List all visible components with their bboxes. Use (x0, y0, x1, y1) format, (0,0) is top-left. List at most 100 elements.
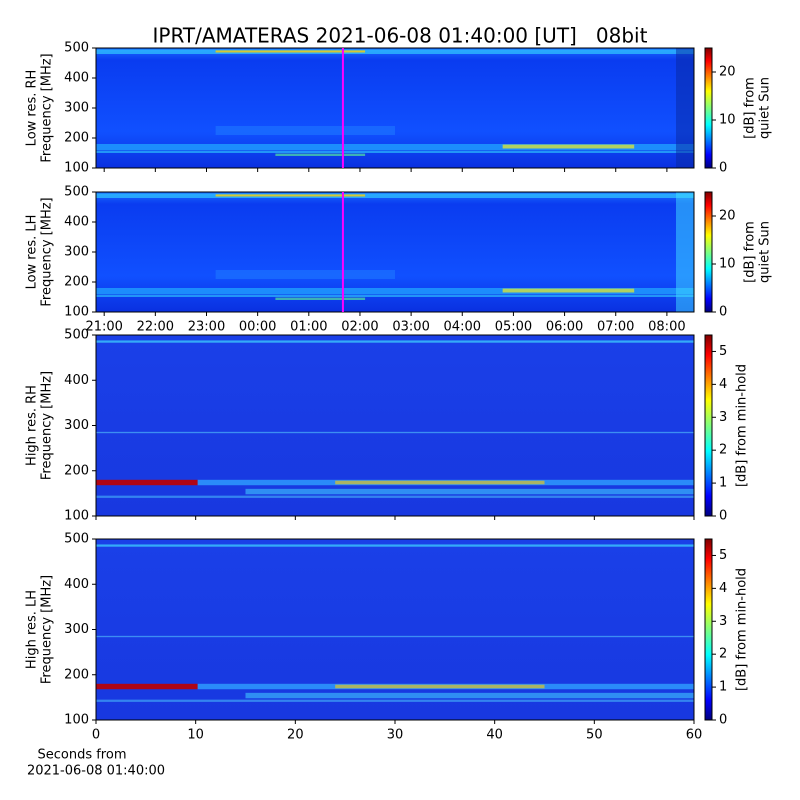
colorbar (704, 47, 713, 169)
y-axis-label: Frequency [MHz] (40, 371, 55, 480)
y-tick-label: 400 (64, 577, 89, 592)
x-tick-label: 10 (187, 728, 204, 743)
y-tick-label: 400 (64, 71, 89, 86)
spectrogram-band (96, 699, 694, 702)
x-tick-label: 04:00 (444, 320, 481, 335)
y-tick-label: 500 (64, 328, 89, 343)
colorbar-tick-label: 0 (719, 713, 727, 728)
x-tick-label: 03:00 (392, 320, 429, 335)
colorbar-tick-label: 10 (719, 113, 736, 128)
colorbar-tick-label: 4 (719, 377, 727, 392)
chart-title: IPRT/AMATERAS 2021-06-08 01:40:00 [UT] 0… (153, 24, 648, 48)
spectrogram-band (96, 479, 198, 486)
spectrogram-band (96, 340, 694, 343)
x-tick-label: 60 (686, 728, 703, 743)
y-tick-label: 500 (64, 532, 89, 547)
colorbar (704, 334, 713, 517)
spectrogram-band (502, 144, 635, 149)
colorbar-label: [dB] from (743, 77, 758, 139)
spectrogram-band (215, 194, 366, 197)
spectrogram-band (215, 50, 366, 53)
x-tick-label: 08:00 (648, 320, 685, 335)
x-axis-label: Seconds from (37, 748, 126, 763)
colorbar (704, 191, 713, 313)
x-tick-label: 05:00 (495, 320, 532, 335)
colorbar-tick-label: 1 (719, 476, 727, 491)
colorbar-label: [dB] from (743, 221, 758, 283)
colorbar-tick-label: 20 (719, 65, 736, 80)
y-tick-label: 400 (64, 373, 89, 388)
y-tick-label: 100 (64, 305, 89, 320)
spectrogram-band (96, 544, 694, 547)
spectrogram-band (96, 683, 198, 690)
x-tick-label: 07:00 (597, 320, 634, 335)
colorbar-label: quiet Sun (758, 221, 773, 283)
y-tick-label: 200 (64, 463, 89, 478)
y-axis-label: Low res. LH (25, 215, 40, 290)
spectrogram-image (96, 335, 694, 516)
spectrogram-band (215, 126, 395, 135)
y-axis-label: Frequency [MHz] (40, 197, 55, 306)
spectrogram-band (96, 635, 694, 638)
x-tick-label: 00:00 (239, 320, 276, 335)
colorbar-label: [dB] from min-hold (735, 364, 750, 487)
x-tick-label: 02:00 (341, 320, 378, 335)
y-axis-label: High res. RH (25, 385, 40, 466)
y-tick-label: 200 (64, 275, 89, 290)
x-tick-label: 30 (387, 728, 404, 743)
y-tick-label: 200 (64, 131, 89, 146)
spectrogram-band (96, 431, 694, 434)
y-tick-label: 500 (64, 185, 89, 200)
spectrogram-band (245, 692, 694, 699)
x-tick-label: 01:00 (290, 320, 327, 335)
spectrogram-band (96, 288, 694, 294)
x-tick-label: 06:00 (546, 320, 583, 335)
colorbar-tick-label: 3 (719, 614, 727, 629)
spectrogram-band (275, 153, 366, 156)
colorbar-tick-label: 5 (719, 344, 727, 359)
spectrogram-band (215, 270, 395, 279)
spectrogram-band (676, 192, 694, 312)
colorbar-tick-label: 0 (719, 509, 727, 524)
colorbar-tick-label: 2 (719, 443, 727, 458)
y-tick-label: 400 (64, 215, 89, 230)
y-axis-label: Frequency [MHz] (40, 53, 55, 162)
y-tick-label: 300 (64, 418, 89, 433)
spectrogram-band (245, 488, 694, 495)
colorbar (704, 538, 713, 721)
spectrogram-band (275, 297, 366, 300)
y-tick-label: 300 (64, 101, 89, 116)
colorbar-tick-label: 4 (719, 581, 727, 596)
spectrogram-band (96, 49, 694, 54)
x-tick-label: 22:00 (137, 320, 174, 335)
spectrogram-band (502, 288, 635, 293)
y-tick-label: 200 (64, 667, 89, 682)
colorbar-label: [dB] from min-hold (735, 568, 750, 691)
colorbar-tick-label: 10 (719, 257, 736, 272)
y-tick-label: 500 (64, 41, 89, 56)
y-tick-label: 300 (64, 245, 89, 260)
colorbar-tick-label: 0 (719, 305, 727, 320)
x-tick-label: 50 (586, 728, 603, 743)
x-tick-label: 21:00 (85, 320, 122, 335)
x-axis-label: 2021-06-08 01:40:00 (27, 764, 165, 779)
y-axis-label: Low res. RH (25, 70, 40, 147)
colorbar-tick-label: 3 (719, 410, 727, 425)
spectrogram-band (96, 150, 694, 153)
spectrogram-band (335, 684, 545, 689)
x-tick-label: 20 (287, 728, 304, 743)
y-axis-label: Frequency [MHz] (40, 575, 55, 684)
colorbar-label: quiet Sun (758, 77, 773, 139)
spectrogram-band (96, 495, 694, 498)
colorbar-tick-label: 5 (719, 548, 727, 563)
spectrogram-band (676, 48, 694, 168)
spectrogram-image (96, 539, 694, 720)
colorbar-tick-label: 2 (719, 647, 727, 662)
spectrogram-band (96, 294, 694, 297)
colorbar-tick-label: 1 (719, 680, 727, 695)
y-tick-label: 100 (64, 509, 89, 524)
spectrogram-band (96, 144, 694, 150)
y-tick-label: 100 (64, 161, 89, 176)
y-tick-label: 300 (64, 622, 89, 637)
y-tick-label: 100 (64, 713, 89, 728)
